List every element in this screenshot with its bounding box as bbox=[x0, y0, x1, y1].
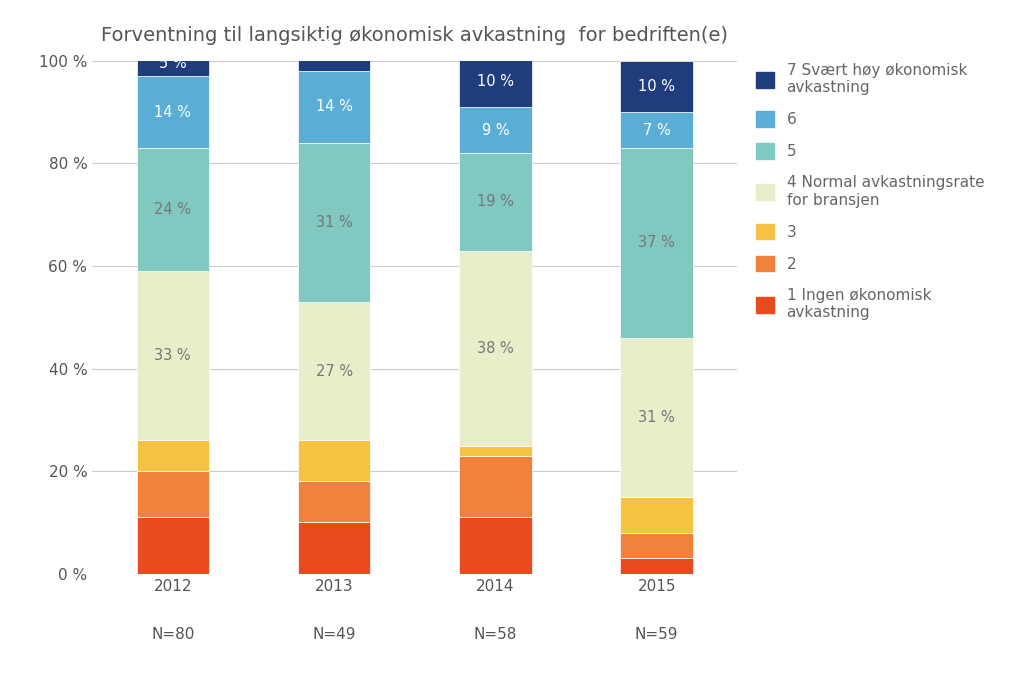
Text: 31 %: 31 % bbox=[638, 410, 675, 425]
Bar bbox=[621, 338, 693, 497]
Bar bbox=[136, 51, 209, 76]
Text: 5 %: 5 % bbox=[159, 56, 186, 71]
Text: N=49: N=49 bbox=[312, 626, 355, 641]
Bar bbox=[136, 148, 209, 271]
Text: 14 %: 14 % bbox=[315, 99, 352, 115]
Title: Forventning til langsiktig økonomisk avkastning  for bedriften(e): Forventning til langsiktig økonomisk avk… bbox=[101, 26, 728, 45]
Text: 9 %: 9 % bbox=[481, 122, 509, 138]
Bar bbox=[136, 271, 209, 440]
Text: 14 %: 14 % bbox=[155, 105, 191, 119]
Bar bbox=[621, 112, 693, 148]
Bar bbox=[298, 302, 371, 440]
Bar bbox=[459, 446, 531, 456]
Bar bbox=[459, 153, 531, 250]
Text: 33 %: 33 % bbox=[155, 348, 191, 363]
Text: 7 %: 7 % bbox=[643, 122, 671, 138]
Bar bbox=[621, 533, 693, 558]
Bar bbox=[298, 440, 371, 481]
Bar bbox=[459, 55, 531, 107]
Bar bbox=[136, 471, 209, 517]
Bar bbox=[459, 107, 531, 153]
Legend: 7 Svært høy økonomisk
avkastning, 6, 5, 4 Normal avkastningsrate
for bransjen, 3: 7 Svært høy økonomisk avkastning, 6, 5, … bbox=[752, 58, 989, 325]
Text: 24 %: 24 % bbox=[155, 202, 191, 217]
Text: N=80: N=80 bbox=[152, 626, 195, 641]
Text: 10 %: 10 % bbox=[477, 74, 514, 89]
Bar bbox=[298, 143, 371, 302]
Bar bbox=[298, 481, 371, 522]
Bar bbox=[136, 517, 209, 574]
Bar bbox=[136, 440, 209, 471]
Bar bbox=[459, 456, 531, 517]
Bar bbox=[621, 497, 693, 533]
Bar bbox=[298, 71, 371, 143]
Text: N=59: N=59 bbox=[635, 626, 678, 641]
Bar bbox=[621, 148, 693, 338]
Bar bbox=[621, 61, 693, 112]
Bar bbox=[298, 522, 371, 574]
Text: 38 %: 38 % bbox=[477, 340, 514, 356]
Text: 19 %: 19 % bbox=[477, 194, 514, 209]
Bar bbox=[621, 558, 693, 574]
Text: 10 %: 10 % bbox=[315, 38, 352, 53]
Text: N=58: N=58 bbox=[474, 626, 517, 641]
Bar bbox=[136, 76, 209, 148]
Bar bbox=[459, 250, 531, 446]
Text: 31 %: 31 % bbox=[315, 215, 352, 230]
Bar bbox=[298, 20, 371, 71]
Text: 37 %: 37 % bbox=[638, 236, 675, 250]
Bar bbox=[459, 517, 531, 574]
Text: 27 %: 27 % bbox=[315, 364, 352, 379]
Text: 10 %: 10 % bbox=[638, 79, 675, 94]
